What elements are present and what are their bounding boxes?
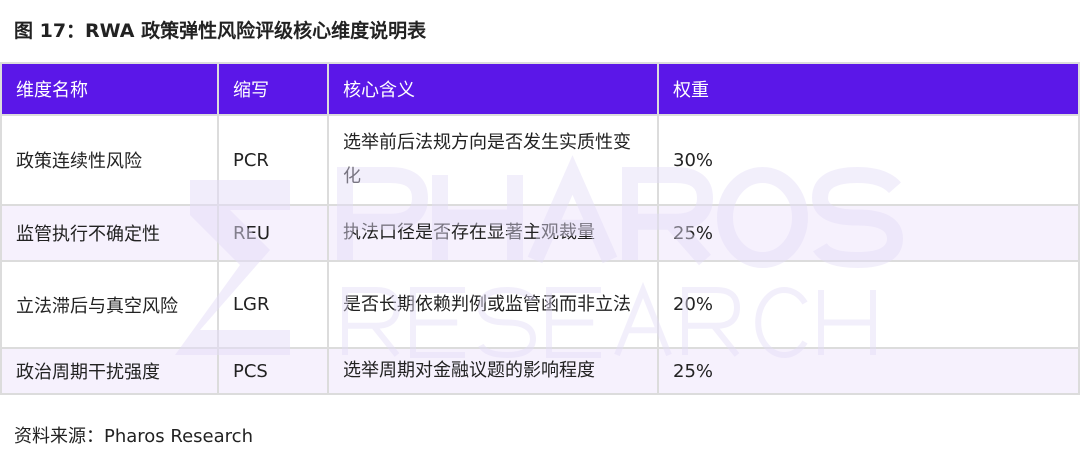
cell-meaning: 选举周期对金融议题的影响程度 (327, 347, 659, 395)
cell-abbr: LGR (217, 260, 329, 349)
cell-weight: 25% (657, 347, 1080, 395)
cell-meaning: 选举前后法规方向是否发生实质性变化 (327, 114, 659, 206)
table-row: 监管执行不确定性 REU 执法口径是否存在显著主观裁量 25% (0, 204, 1080, 262)
cell-abbr: REU (217, 204, 329, 262)
cell-meaning: 是否长期依赖判例或监管函而非立法 (327, 260, 659, 349)
header-abbr: 缩写 (217, 62, 329, 116)
cell-dimension: 政策连续性风险 (0, 114, 219, 206)
risk-dimension-table: 维度名称 缩写 核心含义 权重 政策连续性风险 PCR 选举前后法规方向是否发生… (0, 62, 1080, 395)
table-row: 政治周期干扰强度 PCS 选举周期对金融议题的影响程度 25% (0, 347, 1080, 395)
figure-title: 图 17：RWA 政策弹性风险评级核心维度说明表 (14, 20, 427, 42)
cell-dimension: 监管执行不确定性 (0, 204, 219, 262)
cell-dimension: 政治周期干扰强度 (0, 347, 219, 395)
source-note: 资料来源：Pharos Research (14, 426, 253, 447)
header-weight: 权重 (657, 62, 1080, 116)
table-row: 政策连续性风险 PCR 选举前后法规方向是否发生实质性变化 30% (0, 114, 1080, 206)
cell-weight: 30% (657, 114, 1080, 206)
table-row: 立法滞后与真空风险 LGR 是否长期依赖判例或监管函而非立法 20% (0, 260, 1080, 349)
table-header-row: 维度名称 缩写 核心含义 权重 (0, 62, 1080, 116)
header-dimension: 维度名称 (0, 62, 219, 116)
cell-abbr: PCS (217, 347, 329, 395)
cell-abbr: PCR (217, 114, 329, 206)
cell-meaning: 执法口径是否存在显著主观裁量 (327, 204, 659, 262)
cell-weight: 20% (657, 260, 1080, 349)
cell-dimension: 立法滞后与真空风险 (0, 260, 219, 349)
cell-weight: 25% (657, 204, 1080, 262)
header-meaning: 核心含义 (327, 62, 659, 116)
